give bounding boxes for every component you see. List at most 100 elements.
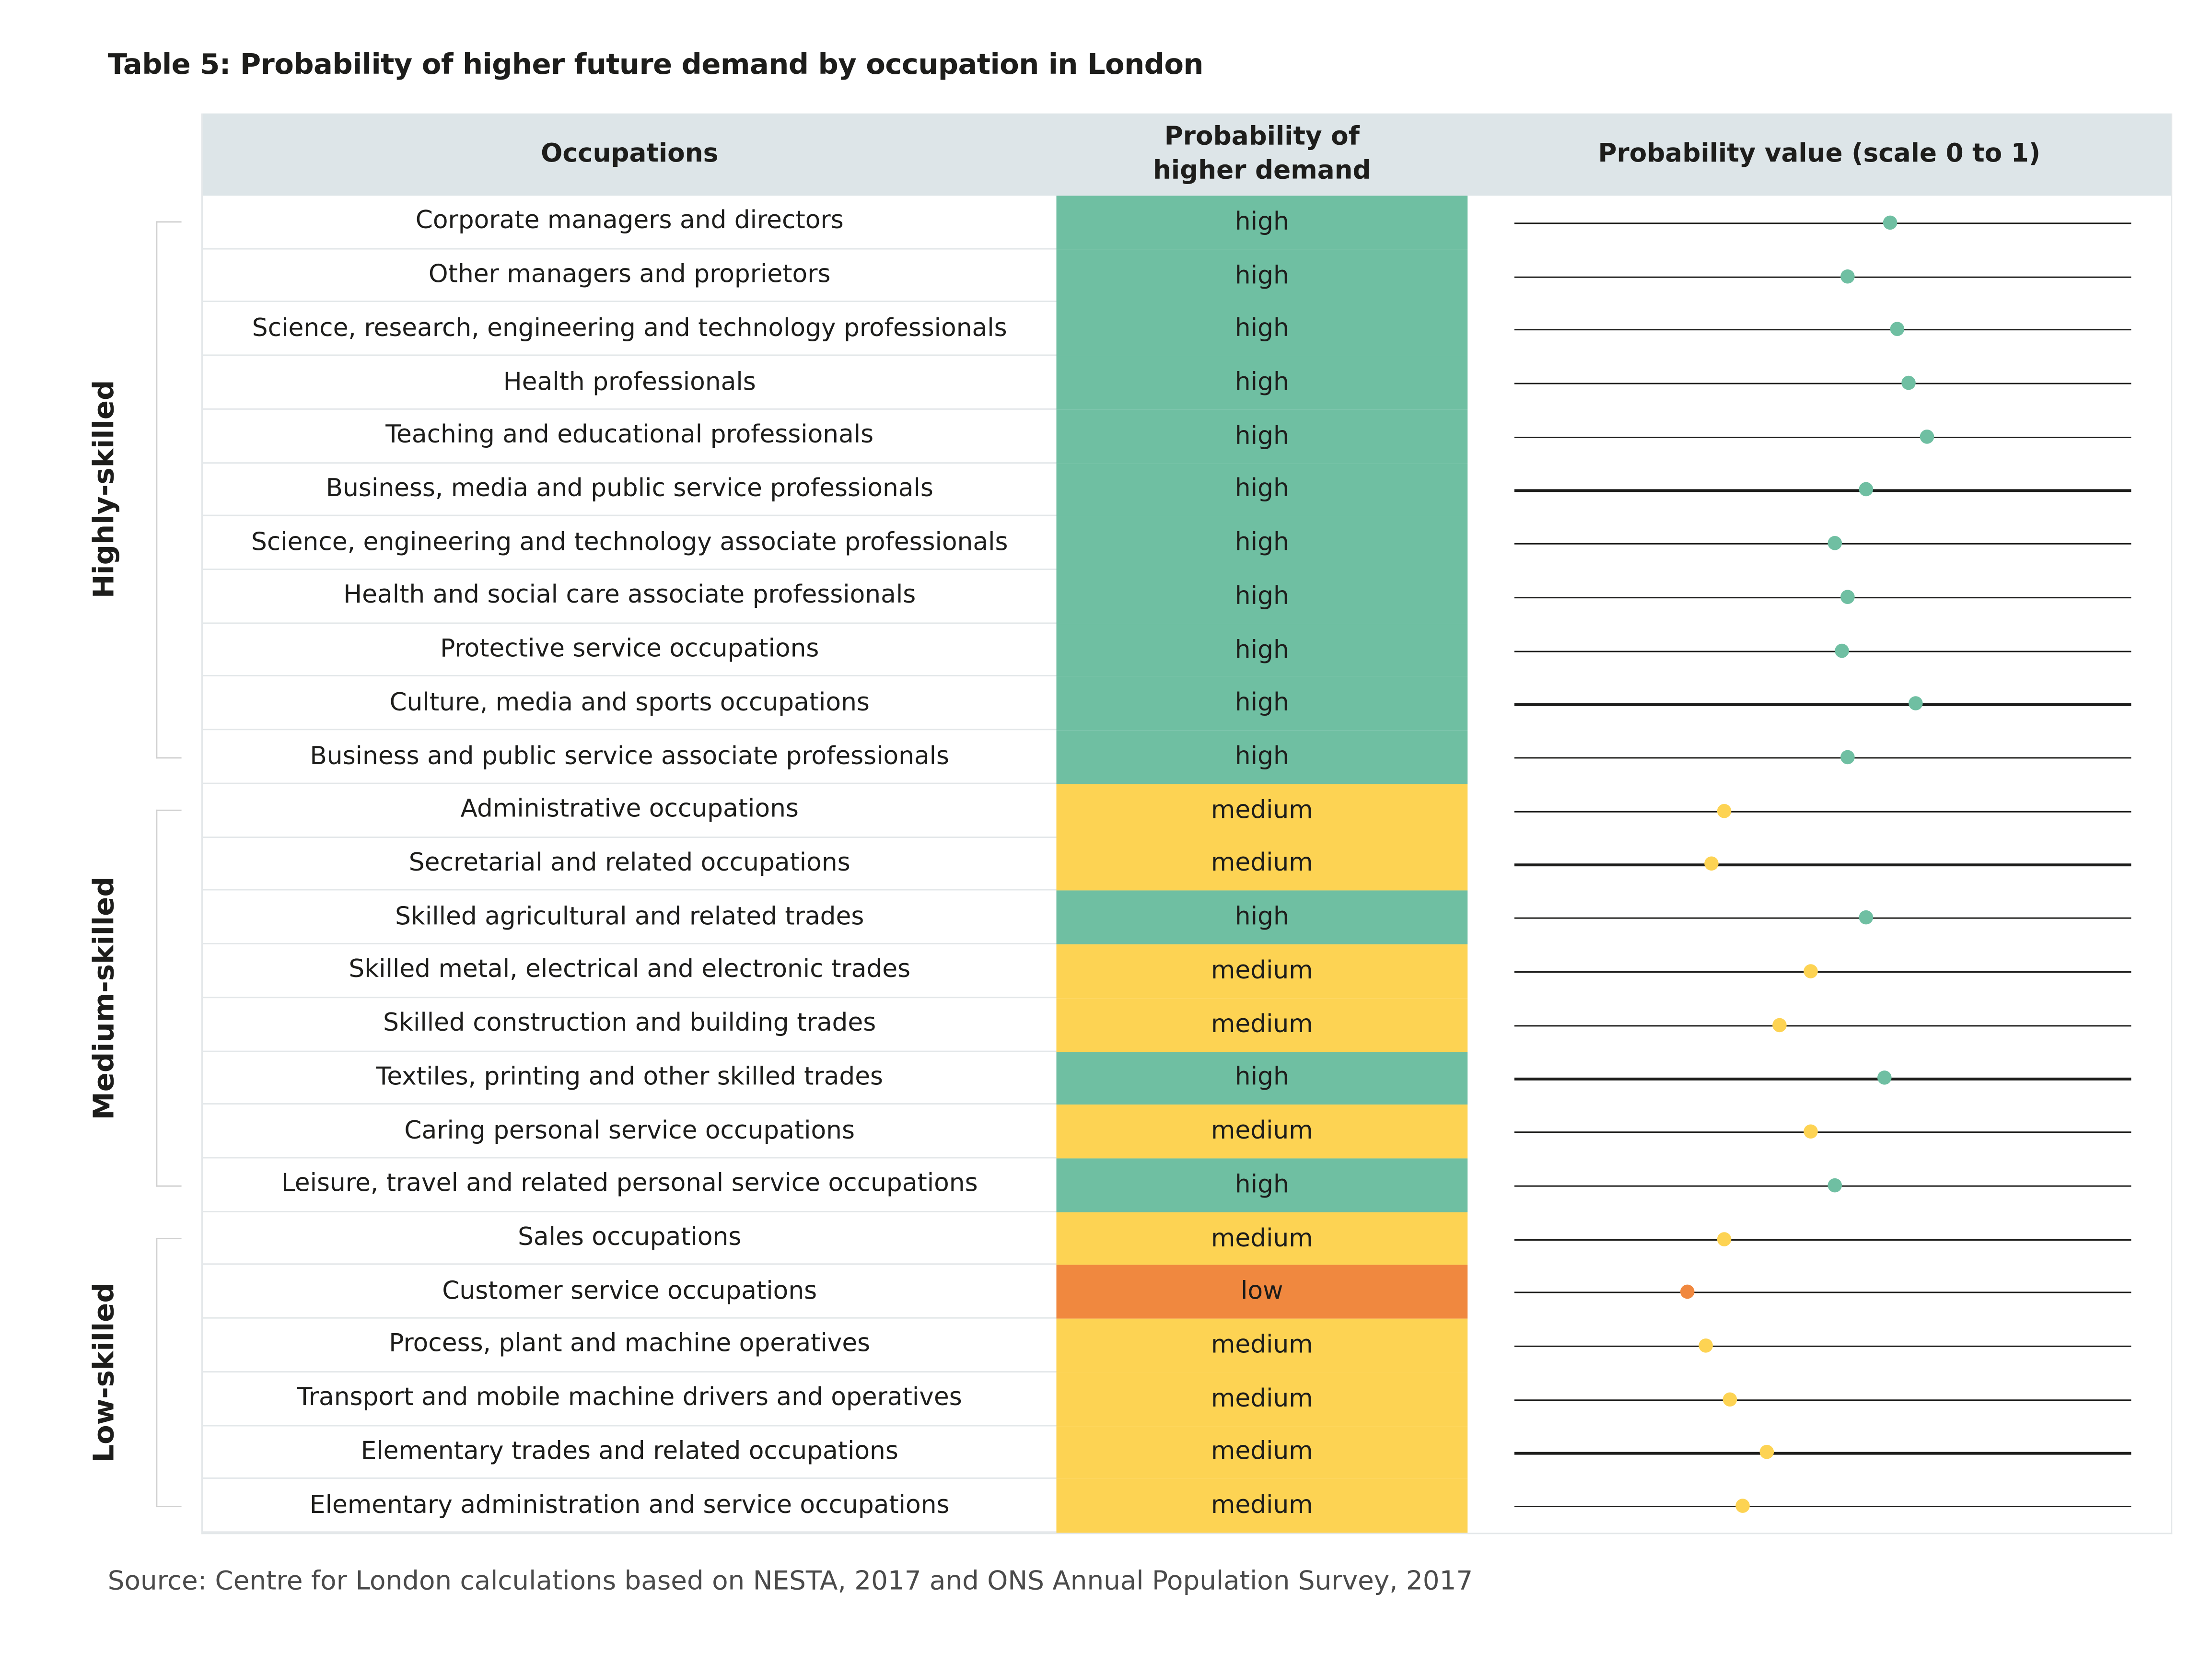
demand-cell: high — [1056, 570, 1468, 624]
table-row: Science, engineering and technology asso… — [202, 516, 2171, 570]
table-row: Textiles, printing and other skilled tra… — [202, 1051, 2171, 1105]
value-cell — [1467, 463, 2171, 517]
scale-line — [1514, 757, 2131, 759]
occupation-cell: Elementary administration and service oc… — [202, 1479, 1057, 1533]
value-dot — [1834, 643, 1849, 658]
table-row: Sales occupations medium — [202, 1211, 2171, 1266]
table-title: Table 5: Probability of higher future de… — [107, 47, 1204, 81]
value-dot — [1803, 964, 1818, 978]
value-cell — [1467, 1319, 2171, 1372]
scale-line — [1514, 1024, 2131, 1026]
header-value: Probability value (scale 0 to 1) — [1598, 139, 2041, 169]
occupation-cell: Leisure, travel and related personal ser… — [202, 1158, 1057, 1212]
group-label: Medium-skilled — [86, 876, 121, 1120]
table-row: Process, plant and machine operatives me… — [202, 1318, 2171, 1372]
demand-cell: low — [1056, 1265, 1468, 1319]
table-body: Corporate managers and directors high Ot… — [202, 196, 2171, 1533]
occupation-cell: Transport and mobile machine drivers and… — [202, 1372, 1057, 1426]
value-cell — [1467, 624, 2171, 677]
value-dot — [1883, 215, 1898, 230]
value-cell — [1467, 302, 2171, 356]
table-row: Corporate managers and directors high — [202, 196, 2171, 249]
value-cell — [1467, 249, 2171, 303]
table-row: Secretarial and related occupations medi… — [202, 837, 2171, 891]
table-row: Business and public service associate pr… — [202, 730, 2171, 784]
value-dot — [1828, 1178, 1842, 1192]
scale-line — [1514, 1131, 2131, 1133]
demand-cell: medium — [1056, 1426, 1468, 1479]
value-cell — [1467, 1479, 2171, 1533]
occupation-cell: Customer service occupations — [202, 1265, 1057, 1319]
scale-line — [1514, 811, 2131, 813]
occupation-table: Occupations Probability of higher demand… — [201, 113, 2173, 1535]
value-dot — [1859, 910, 1873, 925]
scale-line — [1514, 918, 2131, 919]
value-dot — [1877, 1071, 1892, 1085]
table-row: Business, media and public service profe… — [202, 463, 2171, 517]
occupation-cell: Caring personal service occupations — [202, 1105, 1057, 1159]
scale-line — [1514, 222, 2131, 224]
demand-cell: high — [1056, 249, 1468, 303]
header-probability-text: Probability of higher demand — [1153, 122, 1371, 186]
demand-cell: medium — [1056, 837, 1468, 891]
value-cell — [1467, 1051, 2171, 1105]
table-row: Skilled agricultural and related trades … — [202, 891, 2171, 945]
group-label: Low-skilled — [86, 1282, 121, 1463]
value-dot — [1840, 268, 1855, 283]
value-dot — [1840, 750, 1855, 765]
occupation-cell: Business, media and public service profe… — [202, 463, 1057, 517]
scale-line — [1514, 864, 2131, 866]
table-row: Other managers and proprietors high — [202, 249, 2171, 303]
scale-line — [1514, 1452, 2131, 1454]
demand-cell: medium — [1056, 784, 1468, 837]
value-cell — [1467, 998, 2171, 1052]
scale-line — [1514, 1345, 2131, 1348]
occupation-cell: Teaching and educational professionals — [202, 409, 1057, 463]
value-cell — [1467, 784, 2171, 837]
value-dot — [1760, 1445, 1775, 1460]
scale-line — [1514, 1238, 2131, 1241]
table-row: Culture, media and sports occupations hi… — [202, 677, 2171, 731]
value-dot — [1717, 1231, 1732, 1246]
group-bracket — [156, 1237, 182, 1508]
scale-line — [1514, 329, 2131, 331]
value-cell — [1467, 1265, 2171, 1319]
scale-line — [1514, 383, 2131, 385]
value-dot — [1723, 1392, 1737, 1407]
occupation-cell: Science, research, engineering and techn… — [202, 302, 1057, 356]
header-occupations: Occupations — [541, 139, 719, 169]
group-bracket — [156, 809, 182, 1186]
value-cell — [1467, 196, 2171, 249]
occupation-cell: Skilled metal, electrical and electronic… — [202, 944, 1057, 998]
demand-cell: high — [1056, 356, 1468, 410]
demand-cell: high — [1056, 463, 1468, 517]
source-note: Source: Centre for London calculations b… — [107, 1567, 1473, 1597]
scale-line — [1514, 1078, 2131, 1080]
demand-cell: high — [1056, 730, 1468, 784]
value-dot — [1889, 322, 1904, 337]
demand-cell: high — [1056, 302, 1468, 356]
demand-cell: high — [1056, 1051, 1468, 1105]
occupation-cell: Corporate managers and directors — [202, 196, 1057, 249]
occupation-cell: Protective service occupations — [202, 624, 1057, 677]
occupation-cell: Administrative occupations — [202, 784, 1057, 837]
table-row: Customer service occupations low — [202, 1265, 2171, 1319]
table-row: Transport and mobile machine drivers and… — [202, 1372, 2171, 1426]
demand-cell: high — [1056, 196, 1468, 249]
occupation-cell: Other managers and proprietors — [202, 249, 1057, 303]
value-cell — [1467, 731, 2171, 784]
value-cell — [1467, 1212, 2171, 1266]
occupation-cell: Elementary trades and related occupation… — [202, 1426, 1057, 1479]
demand-cell: medium — [1056, 1105, 1468, 1159]
value-cell — [1467, 517, 2171, 570]
value-cell — [1467, 409, 2171, 463]
value-dot — [1717, 803, 1732, 818]
group-label: Highly-skilled — [86, 381, 121, 599]
table-row: Teaching and educational professionals h… — [202, 409, 2171, 463]
occupation-cell: Health professionals — [202, 356, 1057, 410]
scale-line — [1514, 1506, 2131, 1508]
table-row: Elementary administration and service oc… — [202, 1479, 2171, 1533]
demand-cell: high — [1056, 516, 1468, 570]
occupation-cell: Culture, media and sports occupations — [202, 677, 1057, 731]
table-row: Leisure, travel and related personal ser… — [202, 1158, 2171, 1212]
